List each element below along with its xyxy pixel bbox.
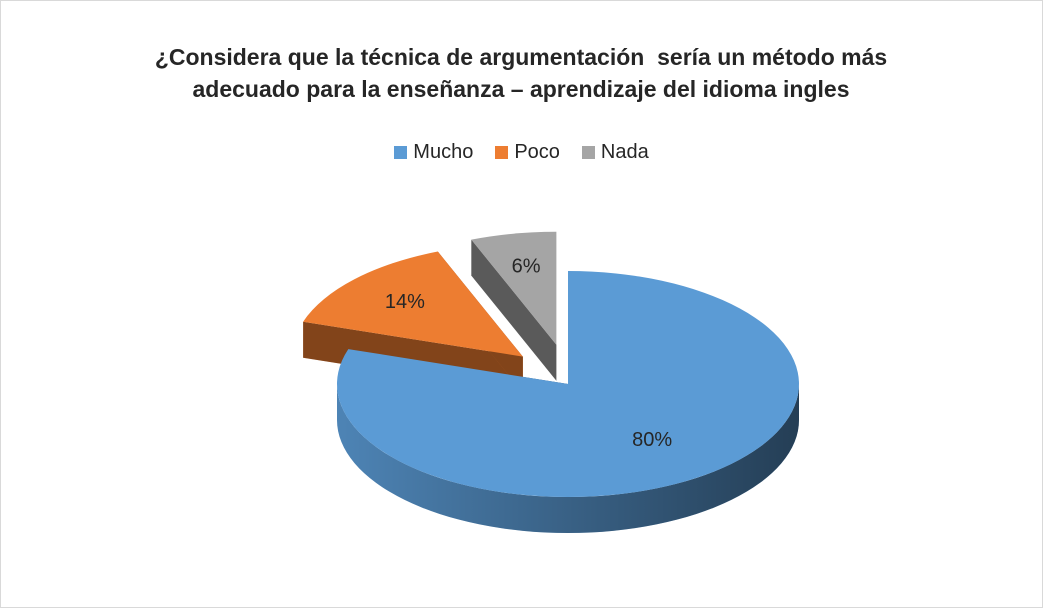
legend-item: Poco: [495, 141, 560, 164]
legend: Mucho Poco Nada: [1, 141, 1042, 164]
legend-label: Mucho: [413, 141, 474, 163]
slice-shade: [471, 239, 557, 381]
data-label: 6%: [512, 255, 541, 277]
slice-shade: [337, 384, 799, 533]
data-label: 80%: [632, 429, 672, 451]
slice-side: [471, 239, 557, 381]
data-label: 14%: [385, 291, 425, 313]
legend-swatch: [581, 146, 595, 159]
chart-title: ¿Considera que la técnica de argumentaci…: [154, 44, 894, 102]
legend-item: Nada: [581, 141, 649, 164]
legend-swatch: [495, 146, 509, 159]
legend-label: Poco: [514, 141, 560, 163]
legend-item: Mucho: [394, 141, 473, 164]
slice: [337, 271, 799, 497]
legend-swatch: [394, 146, 408, 159]
slice: [471, 231, 557, 345]
slice: [303, 251, 523, 357]
legend-label: Nada: [600, 141, 649, 163]
